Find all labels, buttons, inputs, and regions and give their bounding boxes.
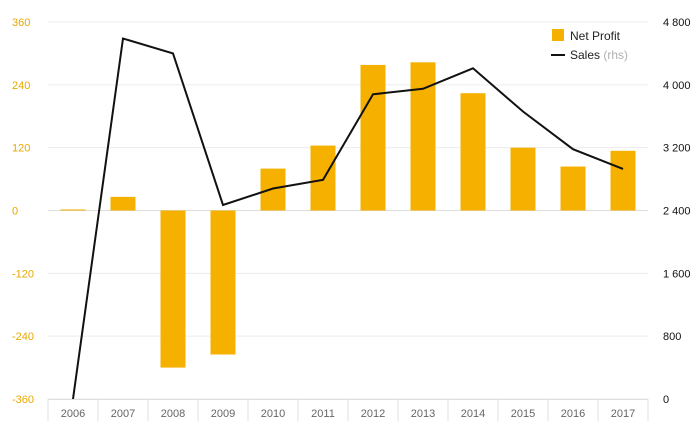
x-tick-label-2008: 2008 (161, 408, 185, 420)
legend-swatch-net-profit (552, 29, 564, 41)
y-right-tick-label: 4 000 (663, 80, 691, 92)
bar-net-profit-2009 (210, 210, 236, 355)
x-tick-label-2010: 2010 (261, 408, 285, 420)
bar-net-profit-2013 (410, 62, 436, 211)
y-left-tick-label: 0 (12, 206, 18, 218)
legend-label-sales-suffix: (rhs) (603, 48, 628, 62)
y-right-tick-label: 1 600 (663, 268, 691, 280)
legend-label-net-profit: Net Profit (570, 29, 621, 43)
y-right-tick-label: 800 (663, 331, 681, 343)
y-left-tick-label: 360 (12, 17, 30, 29)
y-left-tick-label: -360 (12, 394, 34, 406)
y-axis-left: -360 -240 -120 0 120 240 360 (12, 17, 34, 406)
bar-net-profit-2017 (610, 150, 636, 211)
y-right-tick-label: 3 200 (663, 143, 691, 155)
bar-net-profit-2016 (560, 166, 586, 211)
y-left-tick-label: -240 (12, 331, 34, 343)
y-right-tick-label: 4 800 (663, 17, 691, 29)
bar-net-profit-2008 (160, 210, 186, 368)
x-tick-label-2011: 2011 (311, 408, 335, 420)
x-axis: 2006 2007 2008 2009 2010 2011 2012 2013 2014 2015… (47, 399, 649, 421)
legend-label-sales-name: Sales (570, 48, 600, 62)
x-tick-label-2007: 2007 (111, 408, 135, 420)
bar-net-profit-2015 (510, 147, 536, 211)
x-tick-label-2009: 2009 (211, 408, 235, 420)
x-tick-label-2015: 2015 (511, 408, 535, 420)
x-tick-label-2014: 2014 (461, 408, 485, 420)
bar-net-profit-2010 (260, 168, 286, 211)
bars-net-profit (60, 62, 636, 368)
x-tick-label-2017: 2017 (611, 408, 635, 420)
gridlines (48, 21, 648, 400)
legend: Net Profit Sales (rhs) (551, 29, 628, 62)
y-left-tick-label: 120 (12, 143, 30, 155)
line-sales-path (72, 37, 624, 400)
y-left-tick-label: -120 (12, 268, 34, 280)
y-right-tick-label: 2 400 (663, 206, 691, 218)
bar-net-profit-2007 (110, 196, 136, 211)
y-left-tick-label: 240 (12, 80, 30, 92)
y-axis-right: 0 800 1 600 2 400 3 200 4 000 4 800 (663, 17, 691, 406)
x-tick-label-2016: 2016 (561, 408, 585, 420)
bar-net-profit-2014 (460, 93, 486, 211)
line-sales (72, 37, 624, 400)
bar-net-profit-2012 (360, 64, 386, 211)
y-right-tick-label: 0 (663, 394, 669, 406)
x-tick-label-2006: 2006 (61, 408, 85, 420)
x-tick-label-2013: 2013 (411, 408, 435, 420)
legend-label-sales: Sales (rhs) (570, 48, 628, 62)
x-tick-label-2012: 2012 (361, 408, 385, 420)
bar-net-profit-2006 (60, 209, 86, 211)
